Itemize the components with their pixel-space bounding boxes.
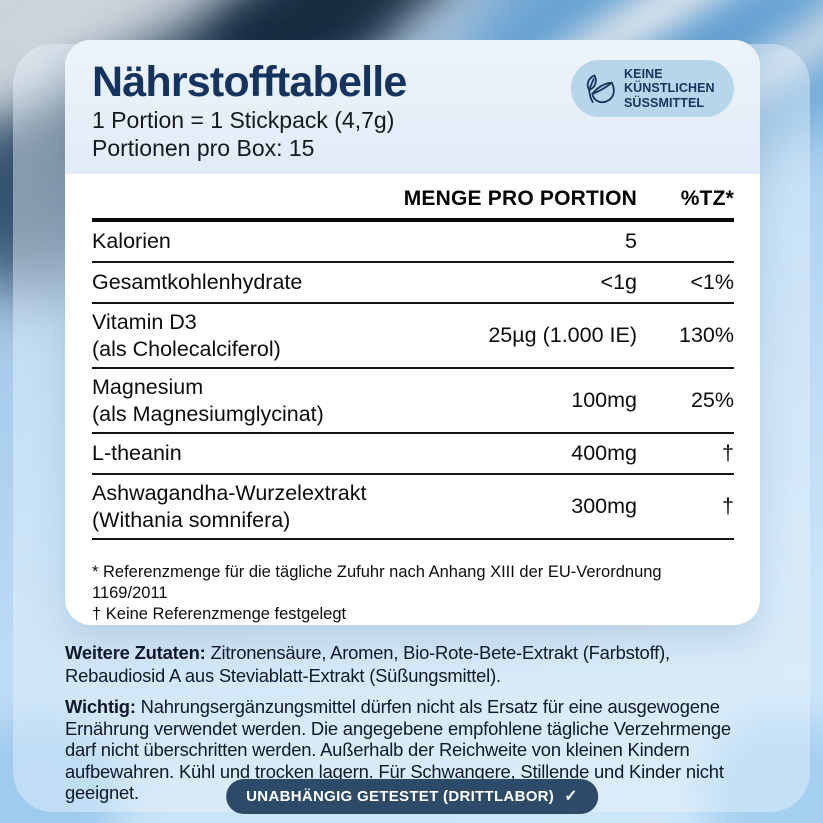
nutrition-card: Nährstofftabelle 1 Portion = 1 Stickpack… [65,40,760,625]
independently-tested-badge: UNABHÄNGIG GETESTET (DRITTLABOR) ✓ [226,779,598,814]
page-title: Nährstofftabelle [92,58,407,106]
nutrient-dv: 130% [679,323,734,347]
checkmark-icon: ✓ [564,788,578,805]
nutrient-row: L-theanin 400mg † [92,434,734,475]
nutrient-name: L-theanin [92,441,182,466]
ingredients-label: Weitere Zutaten: [65,642,206,663]
table-header-row: MENGE PRO PORTION %TZ* [92,174,734,222]
nutrient-dv: † [722,441,734,465]
nutrient-dv: 25% [690,388,734,412]
nutrient-row: Ashwagandha-Wurzelextrakt (Withania somn… [92,475,734,540]
nutrient-dv: † [722,494,734,518]
footnote-reference: * Referenzmenge für die tägliche Zufuhr … [92,563,662,602]
nutrient-row: Gesamtkohlenhydrate <1g <1% [92,263,734,304]
nutrient-amount: 5 [625,229,637,253]
nutrient-row: Kalorien 5 [92,222,734,263]
additional-info: Weitere Zutaten: Zitronensäure, Aromen, … [65,641,765,804]
nutrient-name: Magnesium (als Magnesiumglycinat) [92,375,324,426]
card-header: Nährstofftabelle 1 Portion = 1 Stickpack… [65,40,760,174]
nutrient-amount: <1g [600,270,637,294]
nutrient-amount: 100mg [571,388,637,412]
column-header-amount: MENGE PRO PORTION [403,187,637,210]
nutrient-name: Gesamtkohlenhydrate [92,270,303,295]
badge-text: KEINE KÜNSTLICHEN SÜSSMITTEL [624,67,715,111]
important-paragraph: Wichtig: Nahrungsergänzungsmittel dürfen… [65,696,765,804]
nutrient-row: Magnesium (als Magnesiumglycinat) 100mg … [92,369,734,434]
important-label: Wichtig: [65,696,136,717]
important-text: Nahrungsergänzungsmittel dürfen nicht al… [65,696,731,803]
badge-line: SÜSSMITTEL [624,95,705,110]
nutrient-name: Ashwagandha-Wurzelextrakt (Withania somn… [92,481,367,532]
serving-size-line: 1 Portion = 1 Stickpack (4,7g) [92,107,395,133]
tested-label: UNABHÄNGIG GETESTET (DRITTLABOR) [246,787,555,805]
nutrient-amount: 300mg [571,494,637,518]
nutrient-row: Vitamin D3 (als Cholecalciferol) 25µg (1… [92,304,734,369]
nutrient-dv: <1% [690,270,734,294]
badge-line: KEINE [624,66,663,81]
no-artificial-sweeteners-badge: KEINE KÜNSTLICHEN SÜSSMITTEL [571,60,734,117]
nutrient-name: Kalorien [92,229,171,254]
footnotes: * Referenzmenge für die tägliche Zufuhr … [92,562,734,625]
ingredients-text: Zitronensäure, Aromen, Bio-Rote-Bete-Ext… [65,642,670,686]
nutrient-amount: 400mg [571,441,637,465]
nutrition-table: MENGE PRO PORTION %TZ* Kalorien 5 Gesamt… [65,174,760,625]
nutrient-name: Vitamin D3 (als Cholecalciferol) [92,310,281,361]
ingredients-paragraph: Weitere Zutaten: Zitronensäure, Aromen, … [65,641,765,687]
footnote-dagger: † Keine Referenzmenge festgelegt [92,605,347,623]
leaf-icon [586,74,615,103]
nutrient-amount: 25µg (1.000 IE) [488,323,637,347]
column-header-dv: %TZ* [680,187,734,210]
servings-per-box-line: Portionen pro Box: 15 [92,135,315,161]
badge-line: KÜNSTLICHEN [624,81,715,96]
